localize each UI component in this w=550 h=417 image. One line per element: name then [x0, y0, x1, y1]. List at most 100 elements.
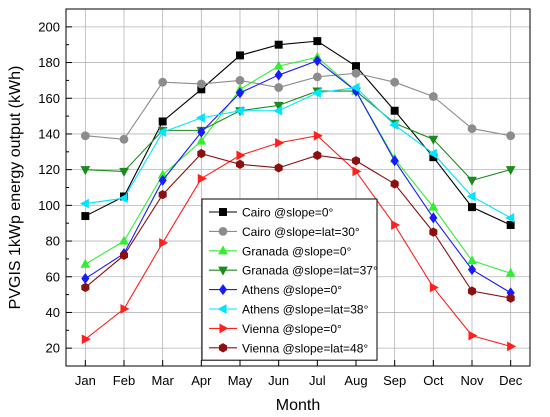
- data-point: [506, 293, 515, 303]
- series-line: [85, 72, 511, 140]
- data-point: [429, 282, 439, 293]
- data-point: [391, 220, 401, 230]
- data-point: [118, 193, 128, 204]
- y-tick-label: 160: [38, 91, 60, 106]
- data-point: [506, 131, 516, 141]
- legend-item: Granada @slope=lat=37°: [209, 264, 378, 278]
- series-line: [85, 90, 511, 181]
- data-point: [507, 341, 517, 352]
- series-4: [80, 87, 516, 186]
- data-point: [274, 69, 283, 81]
- series-6: [79, 82, 515, 223]
- data-point: [427, 148, 437, 159]
- data-point: [158, 77, 168, 87]
- x-tick-label: Oct: [423, 373, 444, 388]
- y-tick-label: 120: [38, 162, 60, 177]
- data-point: [196, 79, 206, 89]
- y-tick-label: 80: [46, 234, 60, 249]
- data-point: [235, 159, 245, 169]
- data-point: [390, 77, 400, 87]
- legend-label: Granada @slope=lat=37°: [242, 264, 378, 278]
- data-point: [81, 334, 91, 345]
- data-point: [275, 138, 285, 148]
- legend-label: Granada @slope=0°: [242, 244, 352, 258]
- legend: Cairo @slope=0° Cairo @slope=lat=30° Grana…: [201, 198, 378, 361]
- data-point: [390, 155, 399, 167]
- legend-item: Cairo @slope=0°: [209, 206, 334, 220]
- data-point: [235, 76, 245, 85]
- data-point: [79, 198, 89, 209]
- data-point: [467, 264, 477, 276]
- data-point: [313, 150, 322, 161]
- legend-item: Cairo @slope=lat=30°: [209, 225, 360, 239]
- series-line: [85, 56, 511, 274]
- x-axis-label: Month: [276, 397, 320, 414]
- series-line: [85, 86, 511, 219]
- x-tick-label: Jan: [75, 373, 96, 388]
- data-point: [273, 60, 284, 70]
- legend-marker: [218, 245, 228, 255]
- data-point: [273, 105, 283, 116]
- data-point: [352, 166, 362, 177]
- data-point: [313, 55, 322, 67]
- data-point: [428, 135, 439, 145]
- data-point: [313, 130, 323, 141]
- data-point: [467, 176, 477, 186]
- data-point: [274, 83, 284, 92]
- legend-marker: [218, 284, 228, 296]
- data-point: [158, 117, 167, 126]
- series-1: [81, 37, 515, 229]
- data-point: [159, 237, 169, 248]
- x-tick-label: Mar: [151, 373, 174, 388]
- legend-item: Athens @slope=lat=38°: [209, 303, 369, 317]
- x-tick-label: Jun: [268, 373, 289, 388]
- legend-item: Granada @slope=0°: [209, 244, 352, 258]
- x-tick-label: Jul: [309, 373, 326, 388]
- x-tick-label: Sep: [383, 373, 406, 388]
- data-point: [350, 82, 360, 93]
- data-point: [119, 250, 129, 260]
- data-point: [311, 88, 321, 98]
- legend-marker: [219, 323, 229, 334]
- data-point: [390, 106, 399, 115]
- legend-item: Vienna @slope=lat=48°: [209, 341, 368, 355]
- data-point: [313, 37, 322, 46]
- series-group: [79, 37, 517, 352]
- data-point: [120, 304, 130, 314]
- data-point: [428, 201, 439, 211]
- data-point: [352, 62, 360, 71]
- series-8: [81, 148, 515, 303]
- y-tick-label: 100: [38, 198, 60, 213]
- data-point: [81, 273, 90, 285]
- data-point: [467, 255, 477, 265]
- data-point: [506, 221, 515, 229]
- data-point: [195, 113, 205, 123]
- data-point: [119, 235, 129, 245]
- series-2: [80, 68, 516, 144]
- data-point: [157, 127, 167, 138]
- data-point: [274, 40, 283, 49]
- data-point: [466, 191, 476, 202]
- data-point: [158, 174, 167, 186]
- x-tick-label: May: [228, 373, 253, 388]
- x-tick-label: Aug: [344, 373, 367, 388]
- x-tick-label: Dec: [499, 373, 523, 388]
- series-line: [85, 60, 511, 294]
- legend-label: Vienna @slope=lat=48°: [242, 341, 368, 355]
- data-point: [312, 72, 322, 82]
- data-point: [119, 134, 129, 144]
- y-tick-label: 180: [38, 55, 60, 70]
- data-point: [236, 150, 246, 161]
- legend-marker: [218, 343, 228, 353]
- data-point: [351, 68, 361, 78]
- data-point: [80, 166, 91, 176]
- data-point: [158, 189, 167, 200]
- legend-box: [201, 198, 378, 361]
- legend-marker: [218, 227, 228, 236]
- y-tick-label: 200: [38, 19, 60, 34]
- series-7: [81, 130, 517, 352]
- data-point: [197, 173, 207, 184]
- data-point: [197, 126, 206, 138]
- x-tick-label: Feb: [113, 373, 135, 388]
